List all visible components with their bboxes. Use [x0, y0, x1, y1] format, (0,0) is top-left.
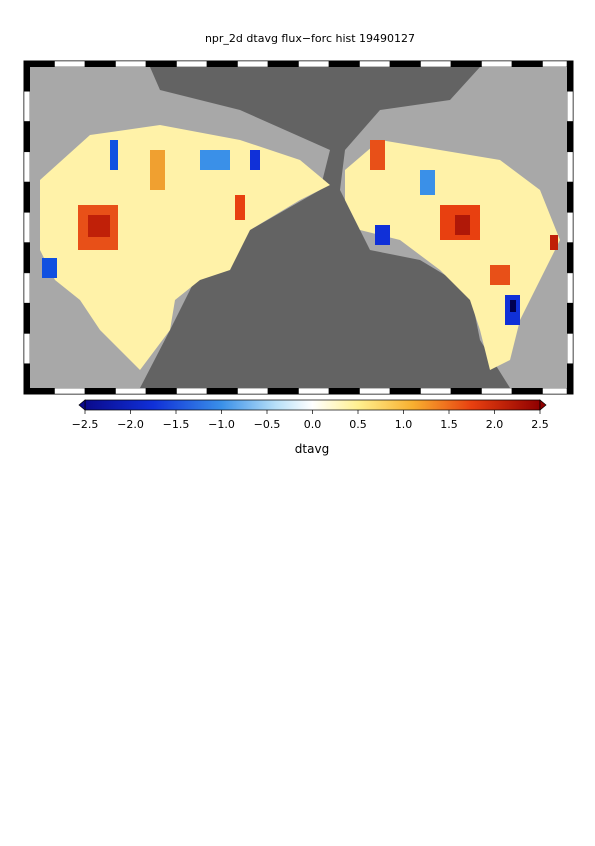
colorbar-tick-label: 1.5: [440, 418, 458, 431]
frame-segment: [566, 151, 574, 183]
frame-segment: [420, 387, 452, 395]
frame-segment: [481, 60, 513, 68]
frame-segment: [328, 387, 360, 395]
colorbar-label: dtavg: [295, 442, 329, 456]
colorbar-tick-label: 1.0: [395, 418, 413, 431]
frame-segment: [359, 387, 391, 395]
frame-segment: [206, 60, 238, 68]
colorbar: [78, 399, 547, 411]
frame-segment: [145, 60, 177, 68]
frame-segment: [450, 60, 482, 68]
frame-segment: [23, 333, 31, 364]
frame-segment: [511, 387, 543, 395]
frame-segment: [359, 60, 391, 68]
field-patches: [42, 140, 558, 325]
frame-segment: [23, 60, 31, 92]
frame-segment: [389, 387, 421, 395]
frame-segment: [237, 60, 269, 68]
frame-segment: [23, 91, 31, 122]
frame-segment: [566, 363, 574, 395]
frame-segment: [23, 181, 31, 213]
frame-segment: [115, 60, 147, 68]
frame-segment: [23, 272, 31, 304]
frame-segment: [23, 302, 31, 334]
frame-segment: [298, 60, 330, 68]
colorbar-tick-label: 2.0: [486, 418, 504, 431]
frame-segment: [566, 121, 574, 153]
frame-segment: [237, 387, 269, 395]
frame-segment: [566, 60, 574, 92]
frame-segment: [54, 387, 86, 395]
colorbar-tick-label: 2.5: [531, 418, 549, 431]
frame-segment: [566, 302, 574, 334]
frame-segment: [267, 387, 299, 395]
colorbar-tick-label: −1.0: [208, 418, 235, 431]
frame-segment: [389, 60, 421, 68]
frame-segment: [23, 212, 31, 243]
frame-segment: [84, 387, 116, 395]
frame-segment: [54, 60, 86, 68]
colorbar-tick-label: −2.0: [117, 418, 144, 431]
map: [30, 67, 567, 388]
frame-segment: [23, 363, 31, 395]
colorbar-high-end: [539, 399, 547, 411]
frame-segment: [566, 181, 574, 213]
frame-segment: [511, 60, 543, 68]
frame-segment: [298, 387, 330, 395]
frame-segment: [566, 272, 574, 304]
frame-segment: [420, 60, 452, 68]
frame-segment: [115, 387, 147, 395]
frame-segment: [450, 387, 482, 395]
frame-segment: [84, 60, 116, 68]
colorbar-low-end: [78, 399, 86, 411]
colorbar-tick-label: −1.5: [163, 418, 190, 431]
frame-segment: [176, 60, 208, 68]
colorbar-tick-label: 0.5: [349, 418, 367, 431]
frame-segment: [566, 91, 574, 122]
frame-segment: [23, 151, 31, 183]
colorbar-tick-label: −2.5: [72, 418, 99, 431]
frame-segment: [145, 387, 177, 395]
frame-segment: [23, 242, 31, 274]
frame-segment: [566, 212, 574, 243]
colorbar-tick-label: 0.0: [304, 418, 322, 431]
colorbar-ramp: [84, 399, 541, 411]
frame-segment: [206, 387, 238, 395]
frame-segment: [176, 387, 208, 395]
frame-segment: [481, 387, 513, 395]
field-asia: [40, 125, 330, 370]
frame-segment: [566, 333, 574, 364]
frame-segment: [566, 242, 574, 274]
frame-segment: [23, 121, 31, 153]
colorbar-tick-label: −0.5: [254, 418, 281, 431]
title: npr_2d dtavg flux−forc hist 19490127: [205, 32, 415, 45]
frame-segment: [328, 60, 360, 68]
frame-segment: [267, 60, 299, 68]
